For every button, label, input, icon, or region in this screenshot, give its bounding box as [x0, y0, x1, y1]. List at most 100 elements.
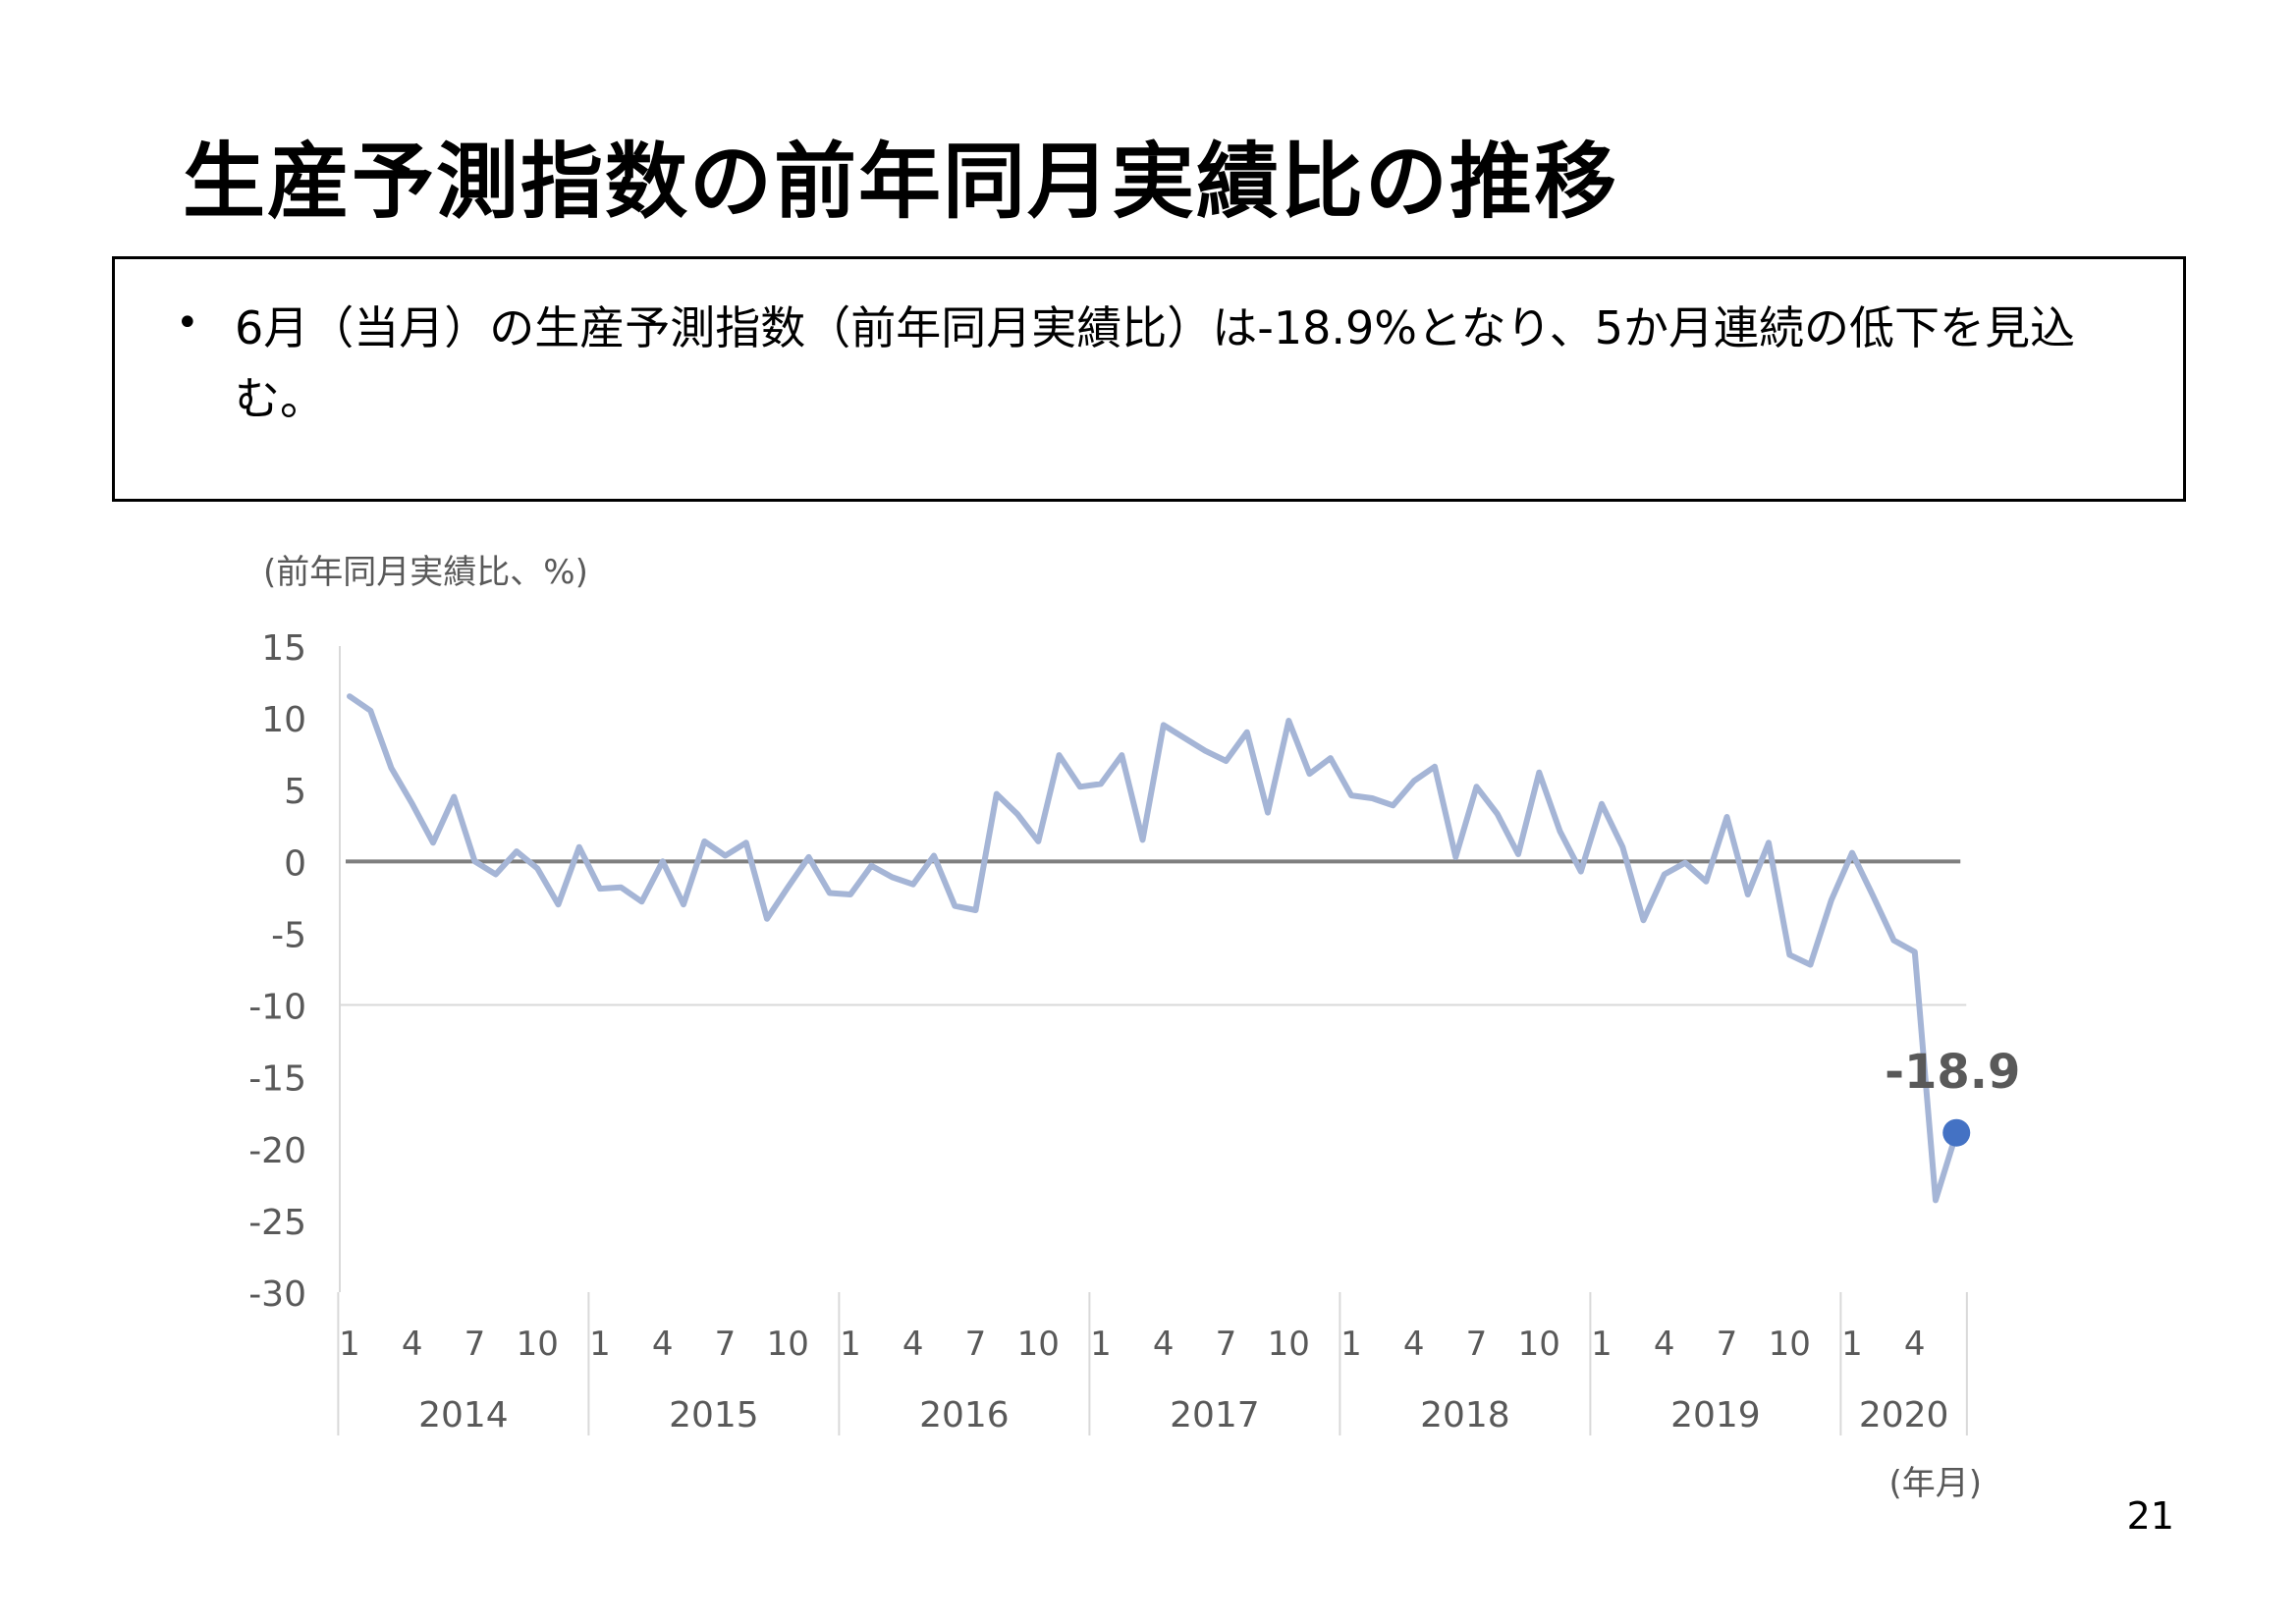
data-point — [1745, 892, 1751, 897]
data-point — [1328, 755, 1334, 761]
x-month-label: 1 — [589, 1325, 611, 1364]
x-axis-title: (年月) — [1888, 1464, 1982, 1503]
y-tick-label: 15 — [261, 628, 306, 669]
data-point — [701, 839, 707, 844]
data-point — [1432, 764, 1438, 770]
data-point — [806, 854, 812, 860]
data-point — [827, 891, 833, 896]
data-point — [639, 898, 645, 904]
x-year-label: 2017 — [1170, 1395, 1260, 1435]
data-point — [973, 907, 979, 913]
data-point — [410, 801, 415, 807]
data-point — [1558, 829, 1563, 835]
data-point — [1578, 869, 1584, 875]
data-point — [1829, 897, 1834, 903]
data-point — [994, 791, 1000, 797]
x-month-label: 4 — [1654, 1325, 1675, 1364]
data-point — [1391, 802, 1396, 808]
page-number: 21 — [2126, 1494, 2174, 1538]
data-point — [1244, 730, 1250, 735]
data-point — [1285, 718, 1291, 724]
data-point — [1786, 951, 1792, 957]
data-point — [1161, 722, 1167, 728]
data-point — [451, 794, 457, 800]
data-point — [597, 886, 603, 892]
x-year-label: 2018 — [1420, 1395, 1510, 1435]
data-point — [1536, 770, 1542, 776]
data-point — [1849, 850, 1855, 856]
data-point — [1619, 844, 1625, 850]
x-month-label: 10 — [1268, 1325, 1310, 1364]
data-point — [1140, 837, 1146, 842]
data-point — [660, 858, 666, 864]
data-point — [1724, 814, 1730, 820]
data-point — [681, 901, 686, 907]
data-point — [1265, 810, 1271, 816]
data-point — [1411, 778, 1417, 784]
data-point — [931, 852, 937, 858]
data-label: -18.9 — [1885, 1045, 2020, 1100]
x-year-label: 2020 — [1859, 1395, 1949, 1435]
x-month-label: 10 — [767, 1325, 809, 1364]
y-tick-label: 5 — [284, 772, 306, 812]
chart-axes: 15 10 5 0 -5 -10 -15 -20 -25 -30 1 4 7 10 1 4 7 10 1 4 7 10 1 4… — [248, 628, 1968, 1435]
data-point — [1682, 860, 1688, 866]
data-point — [534, 866, 540, 872]
data-point — [1891, 938, 1897, 944]
x-month-label: 7 — [1717, 1325, 1738, 1364]
data-point — [910, 882, 916, 888]
highlight-marker — [1942, 1118, 1971, 1147]
data-point — [1202, 748, 1208, 754]
page-title: 生産予測指数の前年同月実績比の推移 — [183, 134, 1619, 230]
data-point — [723, 852, 729, 858]
x-month-label: 1 — [1340, 1325, 1362, 1364]
data-point — [1808, 962, 1814, 968]
data-point — [514, 848, 519, 854]
x-month-label: 1 — [1591, 1325, 1613, 1364]
data-point — [890, 874, 896, 880]
x-year-label: 2019 — [1670, 1395, 1761, 1435]
data-point — [618, 885, 624, 891]
data-point — [764, 916, 770, 922]
data-point — [1870, 893, 1876, 898]
data-point — [743, 839, 749, 845]
data-point — [1098, 781, 1104, 786]
x-month-label: 7 — [965, 1325, 987, 1364]
x-month-label: 7 — [465, 1325, 486, 1364]
data-point — [367, 708, 373, 714]
bullet-icon: • — [176, 300, 199, 346]
y-tick-label: -30 — [248, 1274, 306, 1315]
x-month-label: 1 — [1090, 1325, 1112, 1364]
chart-grid — [340, 859, 1967, 1006]
x-month-label: 7 — [1466, 1325, 1488, 1364]
data-point — [1369, 795, 1375, 801]
data-point — [430, 839, 436, 845]
data-point — [1912, 948, 1918, 954]
y-tick-label: 10 — [261, 700, 306, 740]
data-point — [1014, 811, 1020, 817]
x-month-label: 4 — [1403, 1325, 1425, 1364]
x-month-label: 7 — [715, 1325, 737, 1364]
data-point — [1307, 771, 1313, 777]
x-month-label: 10 — [1769, 1325, 1811, 1364]
x-month-label: 1 — [1841, 1325, 1863, 1364]
data-point — [868, 863, 874, 869]
y-tick-label: -10 — [248, 988, 306, 1028]
chart-series — [347, 693, 1971, 1204]
x-year-label: 2016 — [919, 1395, 1010, 1435]
data-point — [1933, 1197, 1939, 1203]
y-tick-label: -5 — [271, 915, 306, 955]
data-point — [472, 858, 478, 864]
data-point — [1495, 811, 1501, 817]
x-year-label: 2015 — [669, 1395, 759, 1435]
data-point — [1599, 801, 1605, 807]
data-point — [556, 901, 562, 907]
y-tick-label: 0 — [284, 843, 306, 884]
data-point — [847, 892, 853, 897]
summary-text: 6月（当月）の生産予測指数（前年同月実績比）は-18.9%となり、5か月連続の低… — [235, 301, 2076, 425]
y-tick-label: -25 — [248, 1203, 306, 1243]
chart-labels: (前年同月実績比、%) (年月) -18.9 — [263, 553, 2020, 1503]
x-month-label: 10 — [1017, 1325, 1060, 1364]
x-month-label: 1 — [339, 1325, 360, 1364]
data-point — [1474, 784, 1480, 789]
